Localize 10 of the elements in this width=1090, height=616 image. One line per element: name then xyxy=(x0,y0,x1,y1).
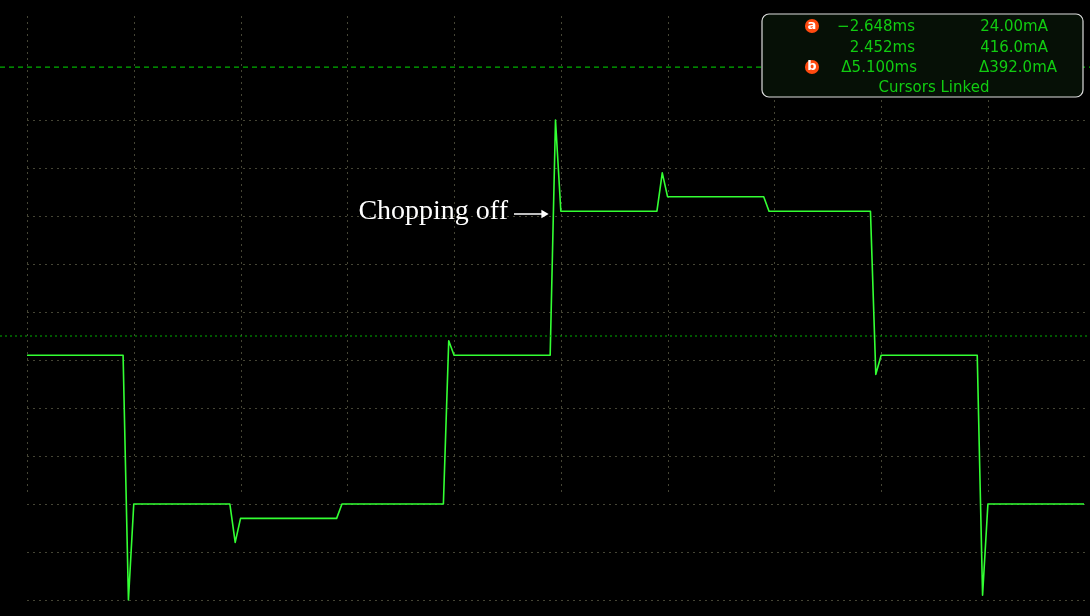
text: 416.0mA xyxy=(980,38,1049,56)
text: Cursors Linked xyxy=(878,78,990,96)
text: Δ392.0mA xyxy=(978,58,1058,76)
text: 24.00mA xyxy=(980,17,1049,35)
text: b xyxy=(807,58,817,73)
text: Δ5.100ms xyxy=(841,58,918,76)
text: 2.452ms xyxy=(849,38,916,56)
text: −2.648ms xyxy=(837,17,916,35)
text: a xyxy=(807,17,817,32)
annotation: Chopping off xyxy=(358,194,509,225)
